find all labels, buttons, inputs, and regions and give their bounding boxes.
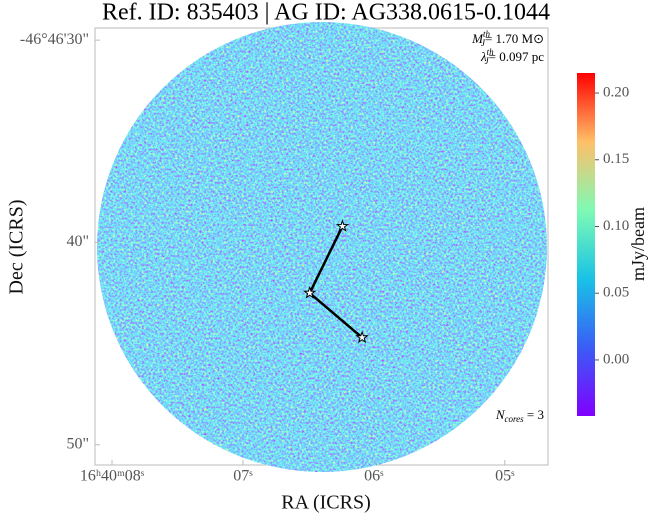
core-marker bbox=[335, 219, 350, 232]
annotation-sub: J bbox=[485, 56, 490, 66]
annotation-symbol: N bbox=[495, 407, 506, 422]
annotation-text: = 1.70 M⊙ bbox=[485, 31, 544, 46]
noise-field bbox=[97, 22, 547, 472]
colorbar-tick-label: 0.15 bbox=[603, 151, 629, 167]
colorbar bbox=[577, 73, 595, 416]
y-axis-label: Dec (ICRS) bbox=[6, 200, 28, 295]
y-tick-label: -46°46'30" bbox=[20, 31, 89, 48]
x-tick-label: 06ˢ bbox=[364, 468, 384, 485]
annotation: Ncores = 3 bbox=[495, 407, 544, 424]
annotation-sup: th bbox=[487, 47, 495, 57]
annotation: Mth J= 1.70 M⊙ bbox=[471, 29, 544, 48]
colorbar-tick-label: 0.05 bbox=[603, 285, 629, 301]
x-tick-label: 07ˢ bbox=[233, 468, 253, 485]
chart-title: Ref. ID: 835403 | AG ID: AG338.0615-0.10… bbox=[102, 0, 550, 26]
annotation-sup: th bbox=[483, 29, 491, 39]
annotation-sub: J bbox=[481, 38, 486, 48]
core-marker bbox=[303, 285, 317, 299]
core-marker bbox=[355, 330, 369, 344]
colorbar-label: mJy/beam bbox=[628, 207, 648, 281]
colorbar-tick-label: 0.20 bbox=[603, 84, 629, 100]
y-tick-label: 50" bbox=[66, 435, 89, 452]
x-tick-label: 16ʰ40ᵐ08ˢ bbox=[80, 468, 145, 485]
annotation-text: = 3 bbox=[524, 407, 544, 422]
x-tick-label: 05ˢ bbox=[495, 468, 515, 485]
annotation: λth J= 0.097 pc bbox=[480, 47, 544, 66]
annotation-symbol: M bbox=[471, 31, 484, 46]
y-tick-label: 40" bbox=[66, 233, 89, 250]
emission-map bbox=[97, 22, 547, 472]
x-axis-label: RA (ICRS) bbox=[281, 492, 370, 514]
annotation-sub: cores bbox=[504, 414, 524, 424]
colorbar-tick-label: 0.10 bbox=[603, 218, 629, 234]
colorbar-tick-label: 0.00 bbox=[603, 351, 629, 367]
annotation-text: = 0.097 pc bbox=[489, 49, 545, 64]
annotation-symbol: λ bbox=[480, 49, 487, 64]
